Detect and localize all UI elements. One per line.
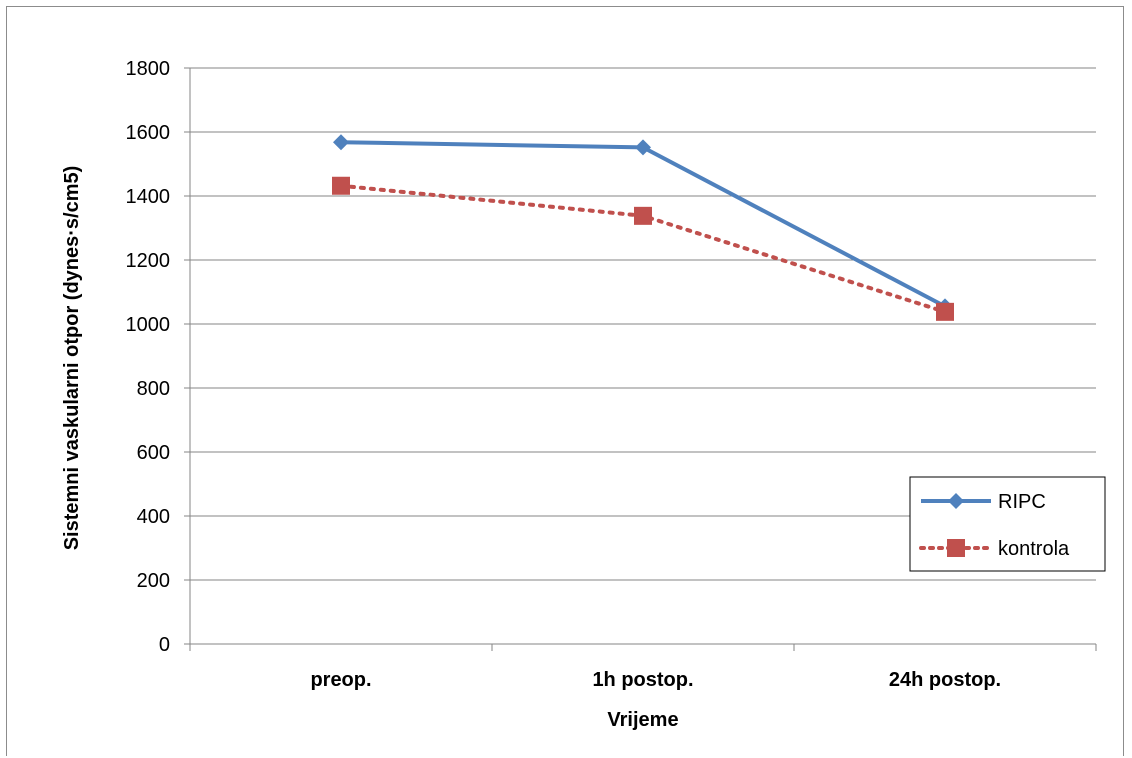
chart-frame <box>6 6 1124 756</box>
series-line <box>339 183 947 314</box>
legend-marker-ripc <box>948 493 964 509</box>
y-tick-label: 600 <box>137 442 170 464</box>
legend: RIPC kontrola <box>909 476 1106 572</box>
legend-box <box>909 476 1106 572</box>
x-tick-label: 24h postop. <box>889 669 1001 691</box>
data-point <box>333 134 349 151</box>
data-point <box>936 302 954 321</box>
series-layer <box>332 134 954 321</box>
x-tick-labels: preop. 1h postop. 24h postop. <box>310 669 1001 691</box>
x-tick-label: 1h postop. <box>592 669 693 691</box>
y-tick-label: 1200 <box>126 250 171 272</box>
y-tick-label: 200 <box>137 570 170 592</box>
axes <box>184 67 1097 651</box>
x-tick-label: preop. <box>310 669 371 691</box>
data-point <box>634 206 652 225</box>
y-tick-label: 800 <box>137 378 170 400</box>
y-tick-label: 400 <box>137 506 170 528</box>
y-axis-title: Sistemni vaskularni otpor (dynes·s/cm5) <box>61 166 83 551</box>
y-tick-label: 1400 <box>126 186 171 208</box>
y-tick-label: 1000 <box>126 314 171 336</box>
data-point <box>635 139 651 156</box>
legend-label-ripc: RIPC <box>998 491 1046 513</box>
legend-label-kontrola: kontrola <box>998 538 1070 560</box>
series-kontrola <box>332 176 954 321</box>
x-axis-title: Vrijeme <box>607 709 678 731</box>
y-tick-labels: 0 200 400 600 800 1000 1200 1400 1600 1800 <box>126 58 171 656</box>
gridlines <box>190 67 1096 581</box>
y-tick-label: 0 <box>159 634 170 656</box>
y-tick-label: 1800 <box>126 58 171 80</box>
data-point <box>332 176 350 195</box>
legend-marker-kontrola <box>947 539 965 557</box>
y-tick-label: 1600 <box>126 122 171 144</box>
